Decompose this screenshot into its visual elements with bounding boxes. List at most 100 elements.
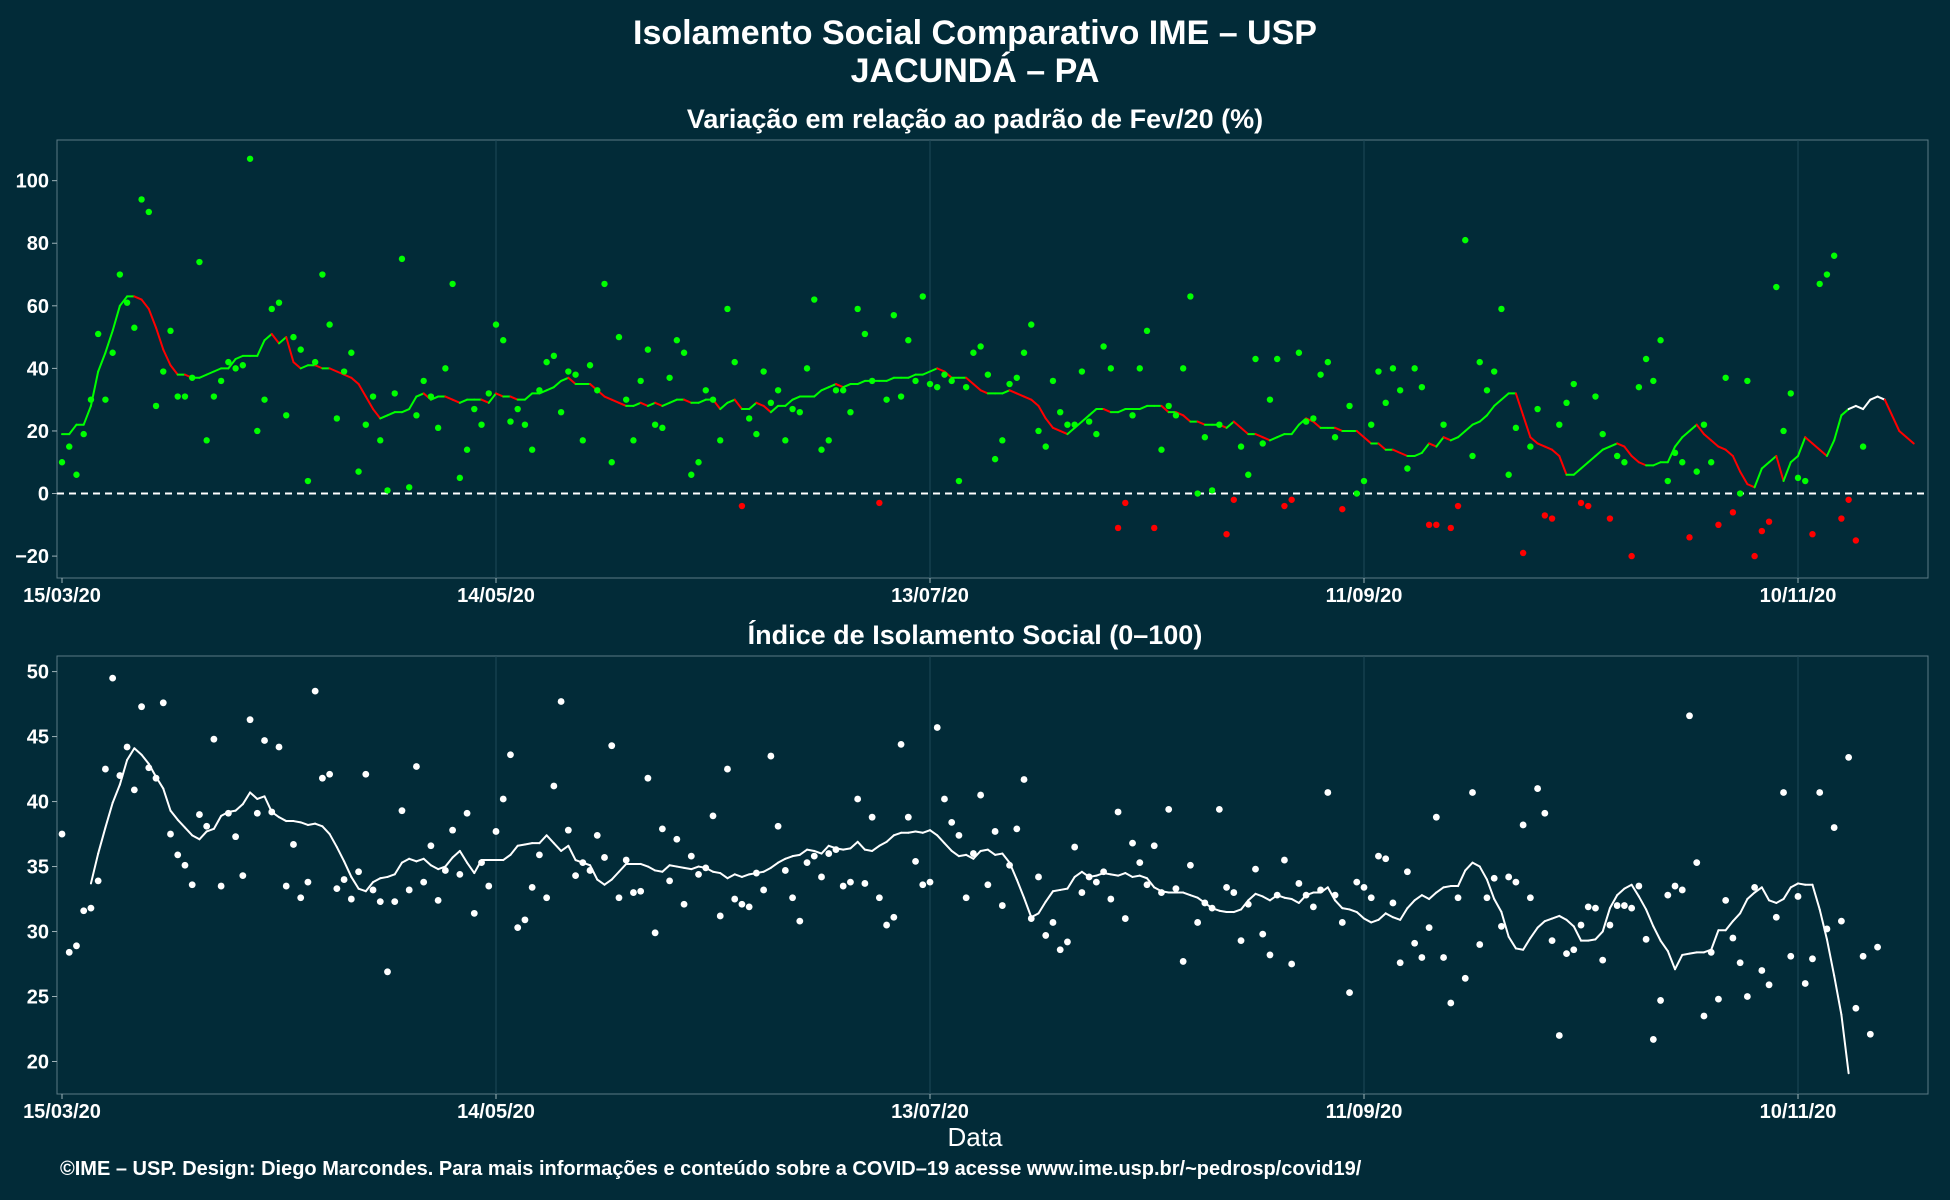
- moving-average-segment: [1261, 895, 1271, 902]
- data-point: [73, 942, 80, 950]
- moving-average-segment: [314, 822, 324, 828]
- moving-average-segment: [1457, 869, 1467, 888]
- moving-average-segment: [1464, 423, 1474, 432]
- data-point: [1628, 552, 1635, 560]
- data-point: [1245, 471, 1252, 478]
- data-point: [1476, 358, 1483, 366]
- moving-average-segment: [1724, 920, 1734, 932]
- moving-average-segment: [372, 877, 382, 884]
- moving-average-segment: [1775, 454, 1785, 483]
- data-point: [774, 387, 782, 394]
- moving-average-segment: [1753, 886, 1763, 894]
- main-title: Isolamento Social Comparativo IME – USP: [633, 14, 1317, 52]
- moving-average-segment: [176, 818, 186, 829]
- moving-average-segment: [545, 386, 555, 392]
- x-axis-label: Data: [947, 1122, 1003, 1152]
- data-point: [803, 365, 811, 372]
- moving-average-segment: [827, 383, 837, 389]
- data-point: [1534, 405, 1541, 413]
- data-point: [138, 703, 145, 711]
- moving-average-segment: [1225, 420, 1235, 429]
- data-point: [290, 841, 297, 848]
- panel2-title: Índice de Isolamento Social (0–100): [747, 620, 1203, 650]
- data-point: [1418, 383, 1426, 391]
- data-point: [1490, 874, 1498, 882]
- moving-average-segment: [1001, 389, 1011, 395]
- data-point: [348, 349, 355, 356]
- moving-average-segment: [834, 383, 845, 389]
- data-point: [999, 437, 1006, 444]
- moving-average-segment: [509, 844, 519, 856]
- moving-average-segment: [1840, 408, 1850, 417]
- moving-average-segment: [299, 821, 309, 826]
- data-point: [181, 861, 189, 869]
- data-point: [1787, 390, 1794, 397]
- data-point: [912, 377, 919, 385]
- moving-average-segment: [1088, 408, 1098, 417]
- data-point: [601, 854, 608, 861]
- moving-average-segment: [1825, 938, 1836, 977]
- data-point: [492, 828, 500, 835]
- moving-average-segment: [1232, 908, 1243, 914]
- data-point: [456, 870, 464, 878]
- data-point: [340, 368, 348, 375]
- data-point: [319, 774, 326, 782]
- moving-average-segment: [683, 398, 693, 404]
- data-point: [1787, 952, 1795, 960]
- data-point: [376, 898, 384, 906]
- moving-average-segment: [675, 865, 686, 869]
- moving-average-segment: [943, 842, 953, 852]
- data-point: [145, 764, 153, 772]
- moving-average-segment: [1565, 918, 1575, 928]
- moving-average-segment: [97, 351, 107, 373]
- data-point: [167, 830, 174, 838]
- data-point: [1150, 842, 1158, 850]
- moving-average-segment: [437, 865, 447, 871]
- data-point: [1708, 459, 1715, 466]
- data-point: [579, 437, 586, 444]
- data-point: [984, 881, 992, 889]
- data-point: [897, 740, 905, 748]
- data-point: [210, 393, 218, 400]
- data-point: [1382, 399, 1389, 406]
- moving-average-segment: [617, 862, 628, 873]
- data-point: [369, 393, 377, 400]
- data-point: [1512, 878, 1520, 886]
- data-point: [1194, 919, 1202, 926]
- data-point: [1686, 712, 1693, 720]
- data-point: [406, 484, 413, 491]
- data-point: [767, 752, 775, 760]
- data-point: [984, 371, 992, 378]
- data-point: [333, 885, 341, 893]
- moving-average-segment: [545, 834, 555, 845]
- data-point: [1396, 387, 1404, 394]
- data-point: [58, 459, 66, 466]
- moving-average-segment: [972, 849, 982, 860]
- moving-average-segment: [617, 401, 628, 407]
- moving-average-segment: [1138, 874, 1148, 880]
- moving-average-segment: [1797, 436, 1807, 457]
- data-point: [239, 872, 247, 880]
- footer-credits: ©IME – USP. Design: Diego Marcondes. Par…: [60, 1158, 1362, 1180]
- data-point: [1151, 524, 1158, 532]
- data-point: [912, 857, 919, 865]
- moving-average-segment: [777, 857, 787, 864]
- moving-average-segment: [82, 404, 92, 426]
- data-point: [955, 831, 963, 839]
- data-point: [1592, 393, 1599, 400]
- moving-average-segment: [212, 367, 223, 373]
- x-tick-label: 14/05/20: [457, 1101, 535, 1123]
- data-point: [1324, 789, 1332, 796]
- moving-average-segment: [357, 887, 367, 893]
- moving-average-segment: [798, 848, 809, 856]
- moving-average-segment: [292, 361, 302, 370]
- data-point: [1563, 399, 1570, 406]
- moving-average-segment: [1558, 454, 1568, 476]
- moving-average-segment: [1760, 886, 1771, 902]
- data-point: [615, 894, 623, 902]
- data-point: [492, 321, 500, 328]
- data-point: [1794, 474, 1802, 482]
- data-point: [441, 867, 449, 874]
- moving-average-segment: [212, 814, 223, 830]
- moving-average-segment: [133, 747, 143, 756]
